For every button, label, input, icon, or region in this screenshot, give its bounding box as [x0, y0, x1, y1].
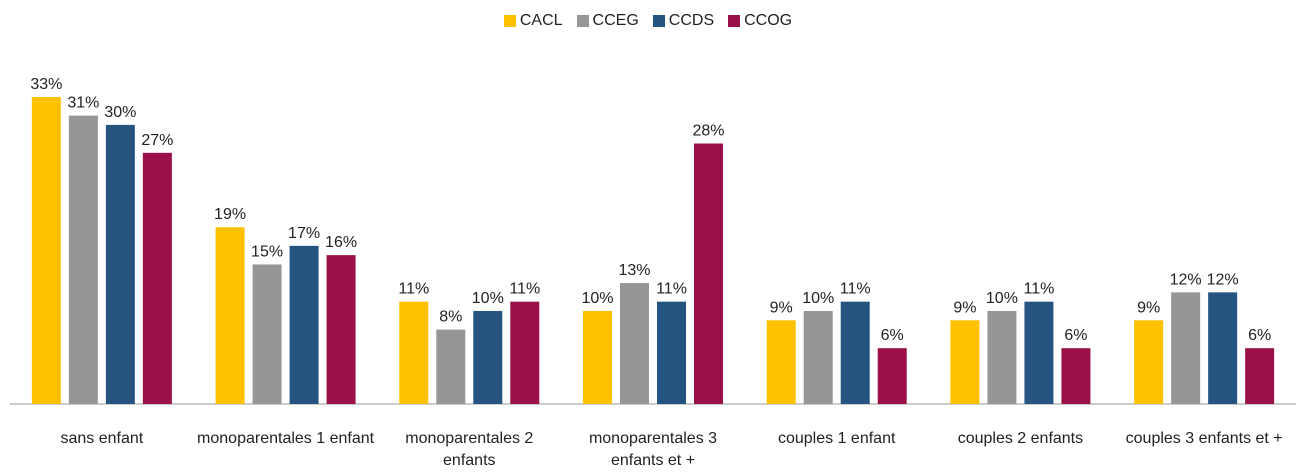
data-label: 11%	[398, 281, 429, 298]
x-tick-label: couples 2 enfants	[957, 430, 1084, 447]
data-label: 12%	[1207, 271, 1239, 288]
data-label: 10%	[986, 290, 1018, 307]
legend-label: CACL	[519, 12, 563, 29]
legend-swatch	[576, 15, 589, 27]
legend-item: CCOG	[728, 12, 792, 30]
data-label: 19%	[214, 206, 246, 223]
data-label: 9%	[953, 299, 976, 316]
data-label: 11%	[656, 281, 687, 298]
bar	[657, 301, 686, 404]
data-label: 11%	[840, 281, 871, 298]
data-label: 10%	[581, 290, 613, 307]
x-tick-label: monoparentales 1 enfant	[197, 430, 375, 447]
data-label: 31%	[67, 95, 99, 112]
bar	[289, 245, 319, 404]
data-label: 28%	[692, 123, 724, 140]
x-tick-label: couples 3 enfants et +	[1125, 430, 1283, 447]
data-label: 15%	[251, 243, 283, 260]
bar	[803, 310, 833, 404]
x-tick-label: monoparentales 2 enfants	[405, 430, 534, 469]
bar	[142, 152, 172, 404]
bar	[252, 264, 282, 404]
bar	[877, 348, 907, 404]
bar	[473, 310, 503, 404]
bar	[68, 115, 98, 404]
legend-item: CCEG	[576, 12, 639, 30]
bar	[1208, 292, 1238, 404]
bar	[1171, 292, 1201, 404]
legend-swatch	[652, 15, 665, 27]
data-label: 17%	[288, 225, 320, 242]
x-tick-label: sans enfant	[60, 430, 144, 447]
legend: CACL CCEG CCDS CCOG	[0, 12, 1296, 30]
bar	[105, 124, 135, 404]
data-label: 11%	[509, 281, 540, 298]
legend-label: CCEG	[592, 12, 639, 29]
data-label: 10%	[472, 290, 504, 307]
bar	[950, 320, 980, 404]
data-label: 9%	[1137, 299, 1160, 316]
data-label: 6%	[881, 327, 904, 344]
bar	[987, 310, 1017, 404]
bar	[326, 255, 356, 404]
bar	[766, 320, 796, 404]
data-label: 30%	[104, 104, 136, 121]
bar	[583, 310, 612, 404]
data-label: 16%	[325, 234, 357, 251]
x-tick-label: monoparentales 3 enfants et +	[588, 430, 718, 469]
bar	[694, 143, 723, 405]
data-label: 6%	[1064, 327, 1087, 344]
data-label: 10%	[802, 290, 834, 307]
data-label: 11%	[1024, 281, 1055, 298]
bar	[620, 283, 649, 404]
bar	[1024, 301, 1054, 404]
data-label: 8%	[439, 309, 462, 326]
legend-item: CACL	[503, 12, 563, 30]
bar	[399, 301, 429, 404]
legend-label: CCDS	[668, 12, 715, 29]
data-label: 13%	[618, 262, 650, 279]
data-label: 33%	[30, 76, 62, 93]
bar	[31, 97, 61, 404]
data-label: 27%	[141, 132, 173, 149]
legend-swatch	[728, 15, 741, 27]
legend-label: CCOG	[744, 12, 793, 29]
legend-item: CCDS	[652, 12, 715, 30]
bar	[510, 301, 540, 404]
bar	[215, 227, 245, 404]
bar	[840, 301, 870, 404]
data-label: 12%	[1170, 271, 1202, 288]
bar	[1134, 320, 1164, 404]
legend-swatch	[503, 15, 516, 27]
bar	[436, 329, 466, 404]
data-label: 9%	[770, 299, 793, 316]
data-label: 6%	[1248, 327, 1271, 344]
bar	[1061, 348, 1091, 404]
x-tick-label: couples 1 enfant	[777, 430, 896, 447]
bar	[1245, 348, 1275, 404]
